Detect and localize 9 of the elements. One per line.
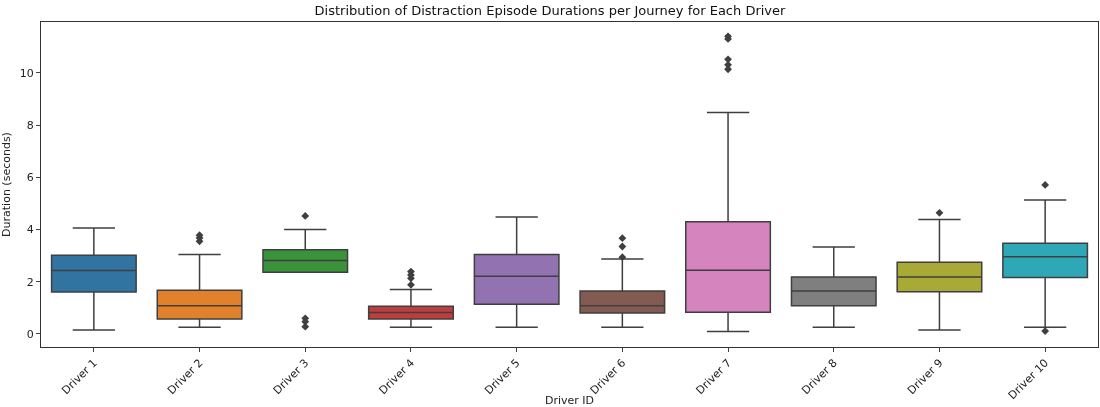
y-tick-label: 2: [26, 275, 34, 289]
x-axis-title: Driver ID: [544, 394, 595, 407]
y-axis-title: Duration (seconds): [0, 132, 14, 237]
y-tick-label: 8: [26, 118, 34, 132]
y-tick-label: 0: [26, 327, 34, 341]
y-tick-label: 4: [26, 223, 34, 237]
y-tick-label: 6: [26, 171, 34, 185]
chart-title: Distribution of Distraction Episode Durations per Journey for Each Driver: [314, 3, 787, 19]
y-tick-label: 10: [19, 66, 34, 80]
